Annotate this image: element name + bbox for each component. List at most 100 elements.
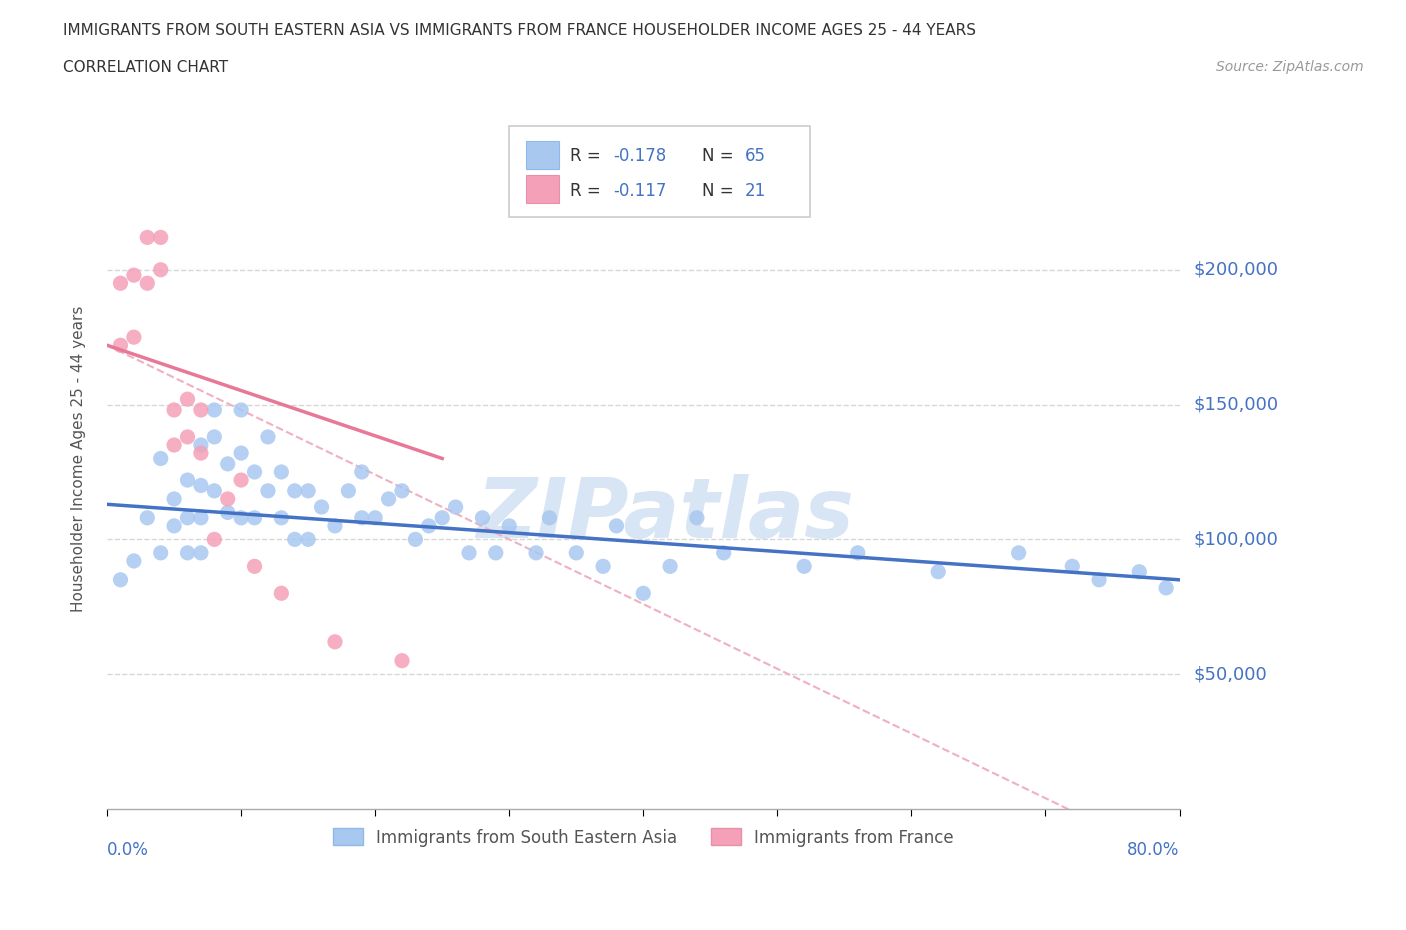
Point <box>432 511 454 525</box>
Y-axis label: Householder Income Ages 25 - 44 years: Householder Income Ages 25 - 44 years <box>72 305 86 612</box>
Point <box>243 559 266 574</box>
Point <box>605 518 627 533</box>
Point <box>229 445 252 460</box>
Point <box>270 511 292 525</box>
Point <box>229 472 252 487</box>
Point <box>202 532 225 547</box>
Text: CORRELATION CHART: CORRELATION CHART <box>63 60 228 75</box>
Point <box>217 505 239 520</box>
Point <box>270 464 292 479</box>
FancyBboxPatch shape <box>526 141 558 169</box>
Point <box>190 403 212 418</box>
Point <box>149 230 172 245</box>
Point <box>404 532 426 547</box>
Point <box>485 545 508 560</box>
Point <box>284 532 307 547</box>
Point <box>122 268 145 283</box>
Point <box>364 511 387 525</box>
Point <box>498 518 520 533</box>
Point <box>659 559 682 574</box>
Point <box>110 572 132 587</box>
Point <box>377 491 399 506</box>
Text: $100,000: $100,000 <box>1194 530 1278 549</box>
Point <box>1128 565 1150 579</box>
Text: $50,000: $50,000 <box>1194 665 1267 684</box>
Point <box>163 518 186 533</box>
Point <box>176 511 198 525</box>
Text: Source: ZipAtlas.com: Source: ZipAtlas.com <box>1216 60 1364 74</box>
Text: -0.117: -0.117 <box>613 181 666 200</box>
Text: N =: N = <box>702 181 740 200</box>
Point <box>350 464 373 479</box>
Point <box>471 511 494 525</box>
Point <box>458 545 481 560</box>
Point <box>713 545 735 560</box>
Point <box>927 565 949 579</box>
Text: R =: R = <box>571 147 606 165</box>
Point <box>565 545 588 560</box>
Point <box>202 430 225 445</box>
Text: $200,000: $200,000 <box>1194 260 1278 279</box>
Point <box>163 491 186 506</box>
Point <box>190 478 212 493</box>
Point <box>217 491 239 506</box>
Point <box>110 338 132 352</box>
Text: IMMIGRANTS FROM SOUTH EASTERN ASIA VS IMMIGRANTS FROM FRANCE HOUSEHOLDER INCOME : IMMIGRANTS FROM SOUTH EASTERN ASIA VS IM… <box>63 23 976 38</box>
Point <box>1062 559 1084 574</box>
Point <box>243 511 266 525</box>
Point <box>418 518 440 533</box>
Point <box>149 451 172 466</box>
Point <box>176 545 198 560</box>
Point <box>444 499 467 514</box>
Point <box>1154 580 1177 595</box>
Text: N =: N = <box>702 147 740 165</box>
Point <box>257 484 280 498</box>
Point <box>391 484 413 498</box>
Text: 65: 65 <box>745 147 766 165</box>
Point <box>1088 572 1111 587</box>
Text: 0.0%: 0.0% <box>107 841 149 858</box>
Point <box>391 653 413 668</box>
Point <box>257 430 280 445</box>
Point <box>337 484 360 498</box>
Point <box>633 586 655 601</box>
Point <box>323 634 346 649</box>
Point <box>217 457 239 472</box>
Legend: Immigrants from South Eastern Asia, Immigrants from France: Immigrants from South Eastern Asia, Immi… <box>326 822 960 853</box>
Point <box>350 511 373 525</box>
Text: 21: 21 <box>745 181 766 200</box>
Text: ZIPatlas: ZIPatlas <box>475 474 853 555</box>
Point <box>297 484 319 498</box>
Text: $150,000: $150,000 <box>1194 395 1278 414</box>
Point <box>176 472 198 487</box>
Point <box>311 499 333 514</box>
Point <box>136 511 159 525</box>
Point <box>270 586 292 601</box>
Text: 80.0%: 80.0% <box>1128 841 1180 858</box>
Point <box>284 484 307 498</box>
Point <box>176 430 198 445</box>
Point <box>190 445 212 460</box>
Point <box>793 559 815 574</box>
Point <box>202 403 225 418</box>
Point <box>122 330 145 345</box>
Point <box>136 276 159 291</box>
Point <box>190 511 212 525</box>
Point <box>297 532 319 547</box>
Point <box>136 230 159 245</box>
Point <box>243 464 266 479</box>
Point <box>149 262 172 277</box>
Point <box>110 276 132 291</box>
Point <box>163 438 186 453</box>
Point <box>686 511 709 525</box>
Point <box>538 511 561 525</box>
Point <box>524 545 547 560</box>
Point <box>176 392 198 406</box>
FancyBboxPatch shape <box>509 126 810 217</box>
Point <box>149 545 172 560</box>
Point <box>592 559 614 574</box>
Point <box>846 545 869 560</box>
Point <box>163 403 186 418</box>
Point <box>229 511 252 525</box>
Point <box>190 438 212 453</box>
